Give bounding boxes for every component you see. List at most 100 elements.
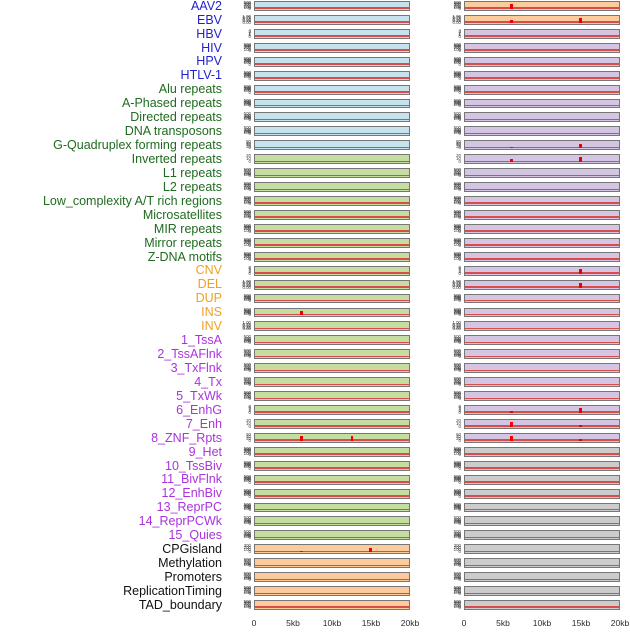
track-plot-left[interactable] (254, 321, 410, 332)
track-plot-left[interactable] (254, 14, 410, 25)
track-plot-right[interactable] (464, 98, 620, 109)
track-plot-right[interactable] (464, 293, 620, 304)
track-plot-left[interactable] (254, 558, 410, 569)
track-plot-left[interactable] (254, 209, 410, 220)
track-plot-right[interactable] (464, 432, 620, 443)
track-plot-left[interactable] (254, 474, 410, 485)
track-plot-left[interactable] (254, 418, 410, 429)
track-plot-right[interactable] (464, 28, 620, 39)
track-plot-left[interactable] (254, 572, 410, 583)
track-plot-right[interactable] (464, 126, 620, 137)
track-plot-left[interactable] (254, 502, 410, 513)
track-plot-right[interactable] (464, 168, 620, 179)
track-plot-right[interactable] (464, 209, 620, 220)
track-plot-right[interactable] (464, 586, 620, 597)
track-plot-right[interactable] (464, 502, 620, 513)
track-plot-left[interactable] (254, 140, 410, 151)
track-plot-left[interactable] (254, 363, 410, 374)
track-plot-left[interactable] (254, 223, 410, 234)
track-plot-right[interactable] (464, 279, 620, 290)
track-plot-right[interactable] (464, 56, 620, 67)
track-plot-right[interactable] (464, 223, 620, 234)
track-plot-right[interactable] (464, 321, 620, 332)
track-plot-left[interactable] (254, 530, 410, 541)
track-plot-right[interactable] (464, 363, 620, 374)
track-plot-right[interactable] (464, 112, 620, 123)
track-plot-left[interactable] (254, 154, 410, 165)
track-plot-left[interactable] (254, 112, 410, 123)
track-plot-right[interactable] (464, 391, 620, 401)
track-plot-left[interactable] (254, 488, 410, 499)
track-plot-right[interactable] (464, 405, 620, 415)
track-plot-left[interactable] (254, 196, 410, 206)
track-plot-left[interactable] (254, 56, 410, 67)
track-plot-right[interactable] (464, 474, 620, 485)
track-plot-left[interactable] (254, 349, 410, 360)
track-plot-right[interactable] (464, 42, 620, 53)
track-plot-right[interactable] (464, 307, 620, 318)
track-plot-left[interactable] (254, 98, 410, 109)
track-plot-left[interactable] (254, 335, 410, 346)
track-plot-right[interactable] (464, 418, 620, 429)
track-plot-right[interactable] (464, 1, 620, 11)
track-plot-right[interactable] (464, 251, 620, 262)
track-plot-right[interactable] (464, 154, 620, 165)
track-plot-left[interactable] (254, 84, 410, 95)
track-plot-left[interactable] (254, 251, 410, 262)
track-plot-left[interactable] (254, 391, 410, 401)
track-plot-left[interactable] (254, 405, 410, 415)
track-plot-right[interactable] (464, 446, 620, 457)
y-tick-label: 200 (243, 101, 251, 107)
track-box (464, 418, 620, 429)
y-tick-label: 0 (458, 312, 461, 318)
y-axis-ticks: 60 40 20 0 (438, 432, 462, 443)
track-plot-right[interactable] (464, 84, 620, 95)
track-plot-right[interactable] (464, 572, 620, 583)
track-plot-right[interactable] (464, 530, 620, 541)
track-plot-right[interactable] (464, 140, 620, 151)
y-tick-label: 400 (243, 474, 251, 480)
track-plot-right[interactable] (464, 516, 620, 527)
track-plot-left[interactable] (254, 600, 410, 610)
track-plot-left[interactable] (254, 265, 410, 276)
track-plot-left[interactable] (254, 544, 410, 555)
track-plot-right[interactable] (464, 335, 620, 346)
track-plot-left[interactable] (254, 293, 410, 304)
track-plot-right[interactable] (464, 460, 620, 471)
track-plot-left[interactable] (254, 70, 410, 81)
track-box (254, 405, 410, 415)
track-plot-left[interactable] (254, 237, 410, 248)
track-plot-right[interactable] (464, 196, 620, 206)
track-plot-right[interactable] (464, 488, 620, 499)
track-plot-left[interactable] (254, 586, 410, 597)
track-plot-left[interactable] (254, 377, 410, 388)
track-plot-right[interactable] (464, 544, 620, 555)
track-plot-right[interactable] (464, 558, 620, 569)
track-plot-right[interactable] (464, 14, 620, 25)
track-plot-left[interactable] (254, 42, 410, 53)
y-tick-label: 400 (453, 530, 461, 536)
track-label: CNV (195, 263, 222, 278)
y-tick-label: 100 (453, 130, 461, 136)
track-plot-right[interactable] (464, 237, 620, 248)
track-plot-left[interactable] (254, 168, 410, 179)
track-plot-left[interactable] (254, 432, 410, 443)
track-plot-right[interactable] (464, 265, 620, 276)
track-plot-left[interactable] (254, 1, 410, 11)
y-tick-label: 300 (243, 253, 251, 259)
track-plot-left[interactable] (254, 126, 410, 137)
track-plot-right[interactable] (464, 600, 620, 610)
track-plot-right[interactable] (464, 70, 620, 81)
y-axis-ticks: 500 400 300 200 100 0 (228, 223, 252, 234)
track-plot-left[interactable] (254, 446, 410, 457)
track-plot-right[interactable] (464, 349, 620, 360)
track-baseline (465, 35, 619, 37)
track-plot-left[interactable] (254, 460, 410, 471)
track-plot-right[interactable] (464, 377, 620, 388)
track-plot-left[interactable] (254, 516, 410, 527)
track-plot-left[interactable] (254, 28, 410, 39)
track-plot-left[interactable] (254, 182, 410, 193)
track-plot-left[interactable] (254, 279, 410, 290)
track-plot-right[interactable] (464, 182, 620, 193)
track-plot-left[interactable] (254, 307, 410, 318)
